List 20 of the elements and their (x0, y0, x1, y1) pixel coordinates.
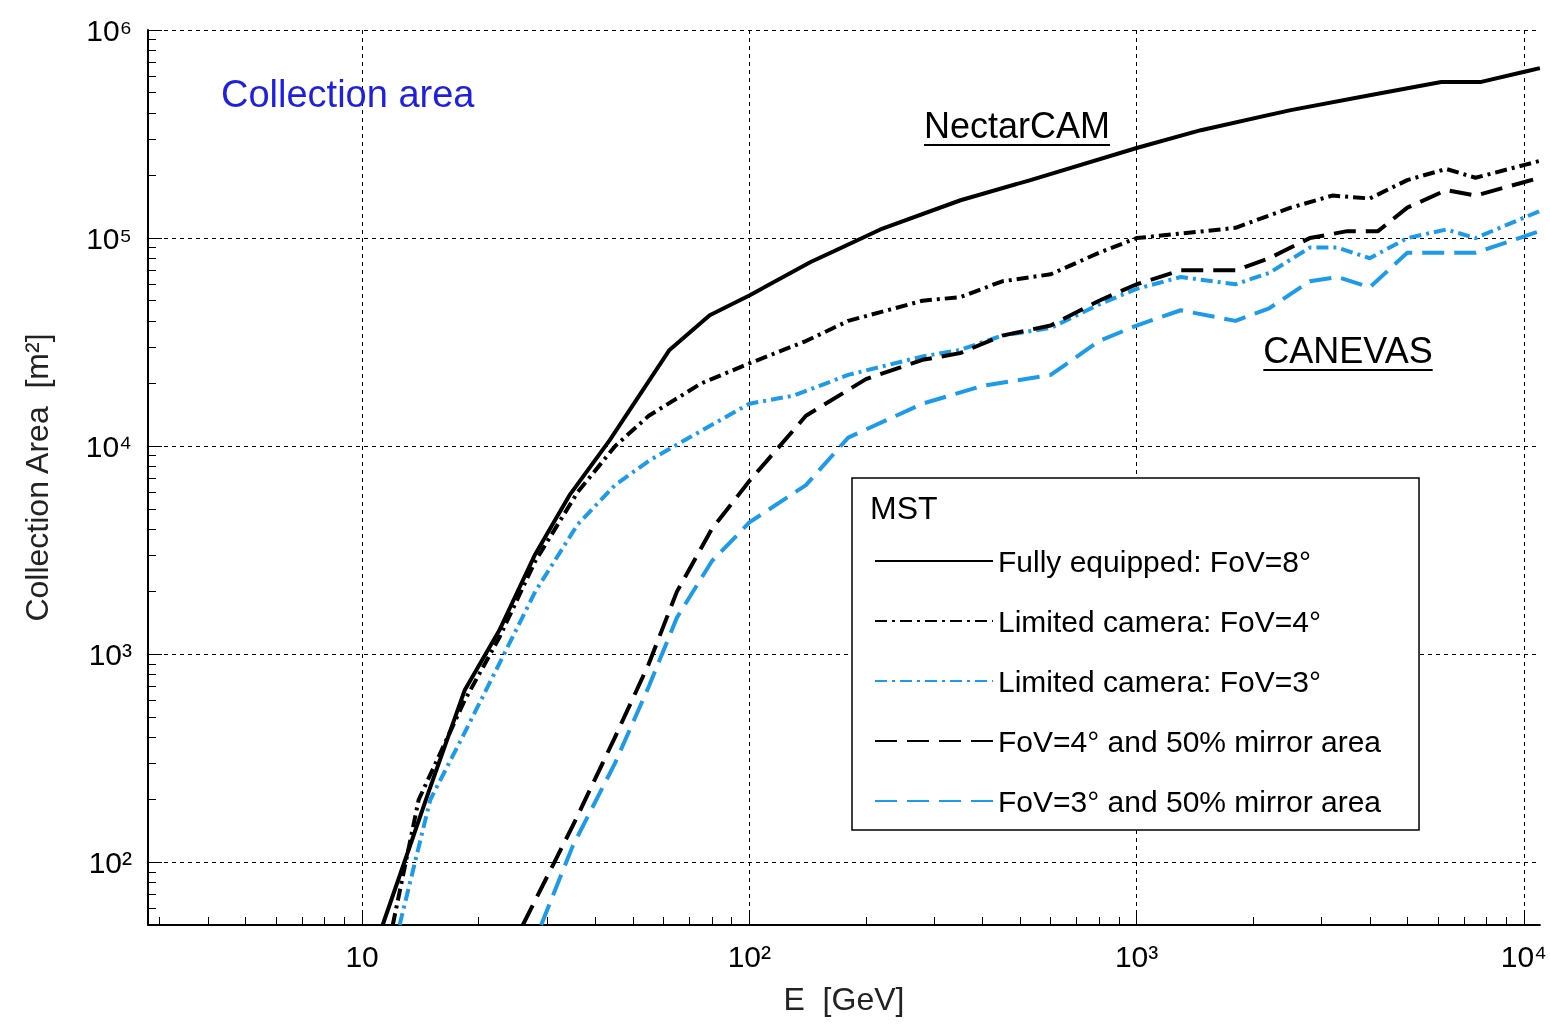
legend-label: Limited camera: FoV=3° (998, 664, 1321, 698)
legend-label: FoV=4° and 50% mirror area (998, 724, 1382, 758)
y-tick-label: 10³ (88, 637, 133, 671)
x-tick-label: 10 (345, 939, 379, 973)
y-tick-label: 10⁴ (85, 429, 132, 463)
y-axis-title: Collection Area [m²] (19, 333, 55, 622)
annotation: NectarCAM (923, 104, 1111, 146)
legend-label: Fully equipped: FoV=8° (998, 544, 1312, 578)
x-tick-label: 10⁴ (1500, 939, 1547, 973)
text: Collection area (221, 73, 476, 115)
annotation: CANEVAS (1263, 329, 1433, 371)
x-tick-label: 10³ (1114, 939, 1159, 973)
legend-label: Limited camera: FoV=4° (998, 604, 1321, 638)
y-tick-label: 10⁵ (86, 221, 132, 255)
x-axis-title: E [GeV] (783, 981, 905, 1017)
y-tick-label: 10⁶ (86, 13, 132, 47)
x-tick-label: 10² (727, 939, 772, 973)
y-tick-label: 10² (88, 845, 133, 879)
legend-label: FoV=3° and 50% mirror area (998, 784, 1382, 818)
legend-title: MST (870, 490, 938, 526)
